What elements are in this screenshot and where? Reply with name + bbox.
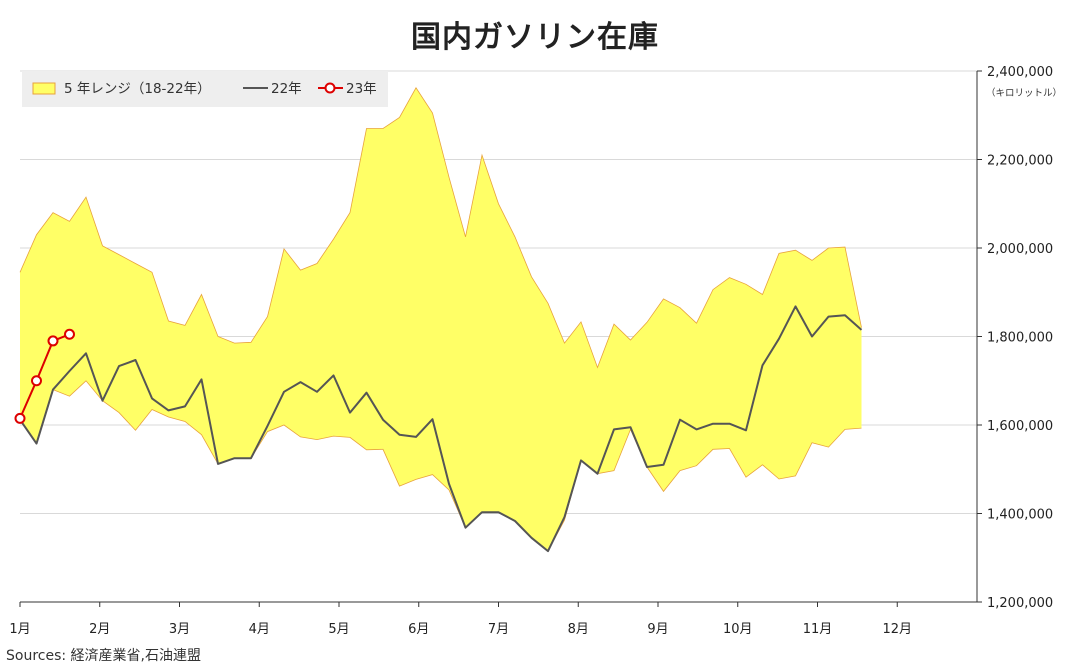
series-lines [14,305,863,553]
range-lower-edge [19,380,862,552]
series-23-point [14,412,26,424]
y-tick-label: 1,200,000 [987,596,1053,611]
x-tick-label: 9月 [647,622,668,637]
y-tick-label: 1,600,000 [987,419,1053,434]
x-tick-label: 11月 [803,622,833,637]
series-line-23 [19,333,70,419]
y-tick-label: 1,400,000 [987,508,1053,523]
y-tick-label: 2,200,000 [987,154,1053,169]
y-tick-label: 2,000,000 [987,242,1053,257]
axes: 1,200,000 1,400,000 1,600,000 1,800,000 2,00… [9,65,1053,637]
x-tick-label: 5月 [328,622,349,637]
legend-label-23: 23年 [346,81,377,97]
x-tick-label: 12月 [882,622,912,637]
x-tick-label: 6月 [408,622,429,637]
x-tick-label: 10月 [723,622,753,637]
legend-label-22: 22年 [271,81,302,97]
y-axis-unit-label: （キロリットル） [986,87,1062,99]
x-tick-label: 7月 [488,622,509,637]
x-tick-label: 4月 [249,622,270,637]
range-band [20,87,862,552]
y-tick-label: 2,400,000 [987,65,1053,80]
five-year-range [19,87,862,552]
legend: 5 年レンジ（18-22年） 22年 23年 [22,71,388,107]
series-23-point [31,375,42,387]
legend-swatch-range [32,82,56,95]
series-23-point [47,335,59,347]
legend-label-range: 5 年レンジ（18-22年） [64,81,211,97]
x-tick-label: 2月 [89,622,110,637]
x-tick-label: 3月 [169,622,190,637]
series-23-point [64,328,75,340]
y-tick-label: 1,800,000 [987,331,1053,346]
legend-swatch-23-marker [324,82,336,94]
chart-title: 国内ガソリン在庫 [411,20,659,55]
range-upper-edge [19,87,862,369]
x-tick-label: 8月 [568,622,589,637]
source-note: Sources: 経済産業省,石油連盟 [6,648,201,664]
series-line-22 [19,305,863,553]
x-tick-label: 1月 [9,622,30,637]
